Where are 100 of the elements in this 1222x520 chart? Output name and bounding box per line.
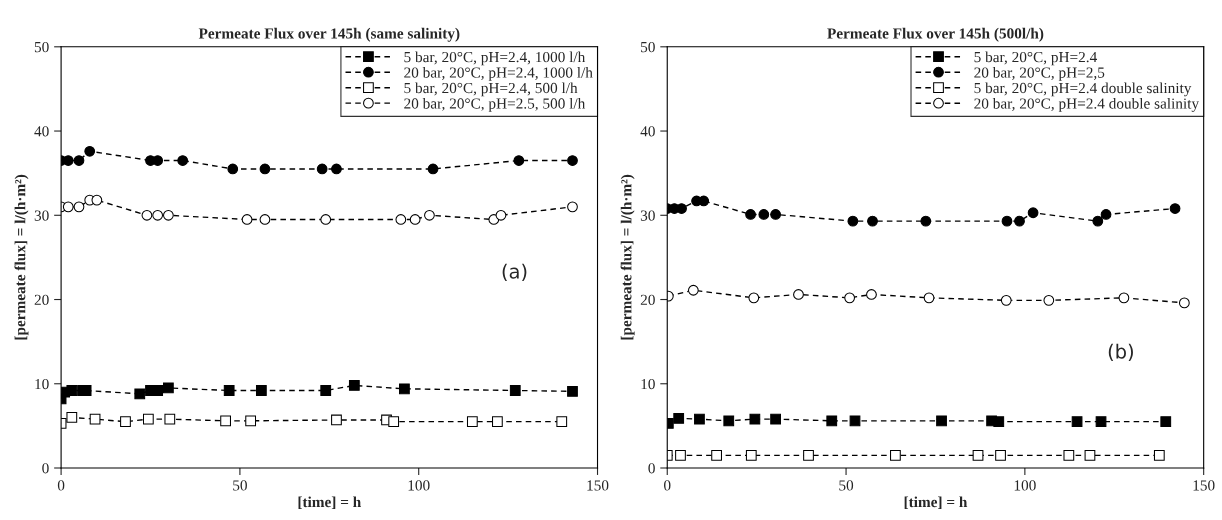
y-tick-label: 40 — [640, 126, 655, 137]
point — [826, 415, 838, 427]
point — [73, 155, 85, 166]
annotation: (a) — [502, 263, 527, 282]
point — [567, 385, 578, 397]
point — [66, 385, 78, 396]
point — [866, 289, 877, 300]
point — [675, 449, 686, 461]
point — [142, 413, 154, 425]
point — [1118, 292, 1130, 304]
point — [676, 203, 687, 214]
point — [492, 416, 503, 428]
point — [399, 383, 410, 395]
legend-label: 5 bar, 20°C, pH=2.4, 500 l/h — [404, 82, 578, 97]
point — [993, 416, 1005, 428]
point — [245, 415, 257, 427]
point — [227, 163, 239, 175]
x-tick-label: 150 — [587, 480, 609, 491]
point — [513, 155, 525, 166]
point — [466, 416, 478, 428]
point — [409, 214, 421, 225]
point — [867, 215, 878, 227]
legend-label: 5 bar, 20°C, pH=2.4 — [974, 51, 1098, 66]
point — [163, 209, 174, 221]
annotation: (b) — [1108, 343, 1133, 362]
point — [395, 214, 407, 225]
point — [793, 289, 804, 300]
point — [770, 209, 781, 220]
point — [936, 415, 947, 427]
point — [972, 449, 984, 461]
point — [509, 385, 521, 396]
point — [847, 215, 859, 227]
point — [259, 163, 271, 175]
point — [255, 385, 267, 396]
y-axis-title: [permeate flux] = l/(h·m²) — [14, 174, 29, 340]
point — [241, 214, 253, 225]
point — [1160, 416, 1172, 428]
point — [723, 415, 735, 427]
y-tick-label: 30 — [34, 210, 49, 221]
chart-title: Permeate Flux over 145h (same salinity) — [198, 27, 460, 42]
point — [1043, 294, 1055, 306]
point — [1027, 207, 1039, 219]
point — [923, 292, 935, 304]
point — [748, 292, 760, 304]
y-tick-label: 20 — [34, 294, 49, 305]
point — [920, 215, 932, 227]
point — [694, 413, 705, 425]
point — [567, 155, 578, 166]
point — [1100, 209, 1112, 220]
legend-label: 5 bar, 20°C, pH=2.4 double salinity — [974, 82, 1192, 97]
point — [995, 449, 1006, 461]
point — [388, 416, 400, 428]
legend-label: 20 bar, 20°C, pH=2.5, 500 l/h — [404, 97, 586, 112]
point — [91, 194, 103, 206]
legend-label: 20 bar, 20°C, pH=2.4, 1000 l/h — [404, 66, 593, 81]
x-tick-label: 100 — [408, 480, 430, 491]
point — [711, 449, 722, 461]
y-tick-label: 30 — [640, 210, 655, 221]
y-tick-label: 50 — [641, 41, 655, 53]
point — [89, 413, 101, 425]
point — [556, 416, 568, 428]
point — [687, 284, 699, 296]
point — [1014, 215, 1025, 227]
x-tick-label: 50 — [233, 480, 247, 491]
point — [803, 449, 814, 461]
legend-label: 20 bar, 20°C, pH=2.4 double salinity — [974, 97, 1200, 112]
point — [424, 209, 435, 221]
point — [1095, 416, 1107, 428]
point — [1178, 297, 1190, 309]
point — [331, 414, 342, 426]
point — [62, 201, 74, 213]
x-tick-label: 150 — [1193, 480, 1215, 491]
point — [495, 209, 507, 221]
legend-label: 20 bar, 20°C, pH=2,5 — [974, 66, 1105, 81]
point — [890, 449, 901, 461]
x-tick-label: 0 — [664, 480, 671, 491]
point — [164, 413, 176, 425]
point — [1084, 449, 1096, 461]
point — [567, 201, 578, 213]
x-tick-label: 100 — [1014, 480, 1036, 491]
x-tick-label: 50 — [839, 480, 854, 491]
point — [141, 209, 153, 221]
point — [84, 145, 96, 157]
point — [259, 214, 271, 225]
point — [1000, 294, 1012, 306]
point — [1071, 416, 1083, 428]
point — [745, 209, 756, 220]
point — [427, 163, 439, 175]
y-tick-label: 10 — [641, 378, 655, 390]
chart-title: Permeate Flux over 145h (500l/h) — [827, 27, 1044, 42]
y-axis-title: [permeate flux] = l/(h·m²) — [620, 174, 635, 340]
point — [770, 413, 781, 425]
point — [220, 415, 231, 427]
point — [1001, 215, 1013, 227]
point — [134, 388, 146, 400]
point — [1169, 203, 1181, 214]
y-tick-label: 0 — [42, 463, 49, 474]
y-tick-label: 20 — [640, 294, 655, 305]
point — [177, 155, 189, 166]
point — [844, 292, 856, 304]
